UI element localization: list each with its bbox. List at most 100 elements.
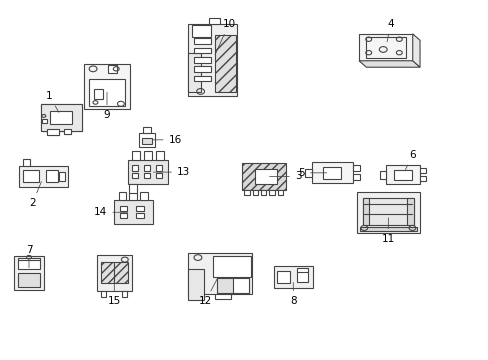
Polygon shape bbox=[358, 61, 419, 67]
Bar bbox=[18, 273, 40, 287]
Bar bbox=[407, 198, 413, 225]
Bar bbox=[101, 262, 127, 283]
Bar bbox=[63, 129, 71, 134]
Text: 7: 7 bbox=[25, 245, 32, 268]
Bar bbox=[97, 255, 132, 291]
Bar bbox=[194, 39, 211, 44]
Bar bbox=[128, 160, 167, 184]
Bar bbox=[194, 48, 211, 53]
Bar bbox=[194, 57, 211, 63]
Bar bbox=[139, 133, 155, 147]
Bar bbox=[273, 266, 312, 288]
Bar bbox=[142, 138, 152, 144]
Bar bbox=[47, 129, 59, 135]
Bar bbox=[277, 190, 282, 195]
Bar bbox=[59, 172, 65, 181]
Bar bbox=[188, 269, 204, 300]
Bar bbox=[120, 206, 127, 211]
Bar bbox=[132, 165, 138, 171]
Bar bbox=[276, 271, 289, 283]
Text: 9: 9 bbox=[103, 92, 110, 121]
Bar bbox=[358, 34, 412, 61]
Bar bbox=[23, 159, 30, 166]
Bar bbox=[194, 66, 211, 72]
Bar bbox=[156, 165, 162, 171]
Text: 15: 15 bbox=[107, 279, 121, 306]
Bar bbox=[379, 171, 385, 179]
Bar bbox=[215, 35, 235, 92]
Text: 12: 12 bbox=[199, 278, 217, 306]
Bar bbox=[94, 89, 103, 99]
Bar bbox=[188, 253, 251, 294]
Bar bbox=[42, 118, 47, 123]
Bar bbox=[50, 111, 72, 124]
Bar bbox=[18, 258, 40, 260]
Bar bbox=[359, 227, 416, 231]
Bar bbox=[129, 184, 137, 193]
Bar bbox=[63, 129, 71, 134]
Bar bbox=[188, 53, 200, 92]
Bar bbox=[89, 79, 124, 107]
Text: 3: 3 bbox=[269, 171, 301, 181]
Bar bbox=[362, 198, 413, 225]
Bar bbox=[83, 64, 130, 109]
Bar bbox=[419, 168, 426, 173]
Bar bbox=[217, 278, 248, 293]
Bar bbox=[362, 198, 368, 225]
Bar bbox=[352, 165, 360, 171]
Bar bbox=[114, 201, 153, 224]
Bar bbox=[297, 271, 307, 282]
Bar bbox=[143, 173, 150, 179]
Bar bbox=[188, 24, 237, 96]
Bar bbox=[41, 104, 82, 131]
Bar bbox=[132, 150, 140, 160]
Bar bbox=[132, 173, 138, 179]
Bar bbox=[23, 170, 39, 183]
Bar bbox=[122, 291, 127, 297]
Bar bbox=[118, 192, 126, 201]
Bar bbox=[311, 162, 352, 183]
Bar bbox=[136, 213, 143, 218]
Text: 4: 4 bbox=[386, 19, 393, 42]
Bar bbox=[394, 170, 411, 180]
Bar bbox=[269, 190, 274, 195]
Bar bbox=[18, 259, 40, 269]
Bar bbox=[385, 165, 419, 184]
Bar bbox=[101, 291, 106, 297]
Text: 2: 2 bbox=[29, 181, 41, 208]
Bar bbox=[120, 213, 127, 218]
Bar bbox=[41, 104, 82, 131]
Bar bbox=[419, 176, 426, 181]
Text: 10: 10 bbox=[215, 19, 235, 55]
Bar bbox=[261, 190, 265, 195]
Polygon shape bbox=[412, 34, 419, 67]
Bar bbox=[232, 278, 248, 293]
Bar bbox=[143, 150, 152, 160]
Bar bbox=[305, 169, 311, 177]
Bar bbox=[47, 129, 59, 135]
Bar bbox=[352, 175, 360, 180]
Text: 16: 16 bbox=[152, 135, 182, 145]
Bar bbox=[156, 150, 163, 160]
Bar bbox=[297, 268, 307, 272]
Bar bbox=[252, 190, 257, 195]
Bar bbox=[41, 104, 82, 131]
Bar bbox=[208, 18, 219, 24]
Text: 11: 11 bbox=[381, 218, 394, 244]
Text: 8: 8 bbox=[289, 282, 296, 306]
Bar bbox=[156, 173, 162, 179]
Bar bbox=[356, 192, 419, 233]
Bar bbox=[323, 167, 341, 179]
Bar bbox=[194, 76, 211, 81]
Bar bbox=[42, 118, 47, 123]
Text: 13: 13 bbox=[153, 167, 190, 177]
Bar bbox=[212, 256, 250, 276]
Bar bbox=[365, 37, 406, 58]
Bar bbox=[192, 26, 210, 37]
Text: 14: 14 bbox=[94, 207, 127, 217]
Bar bbox=[242, 163, 285, 190]
Bar bbox=[136, 206, 143, 211]
Bar bbox=[143, 127, 150, 133]
Bar bbox=[143, 165, 150, 171]
Bar bbox=[140, 192, 148, 201]
